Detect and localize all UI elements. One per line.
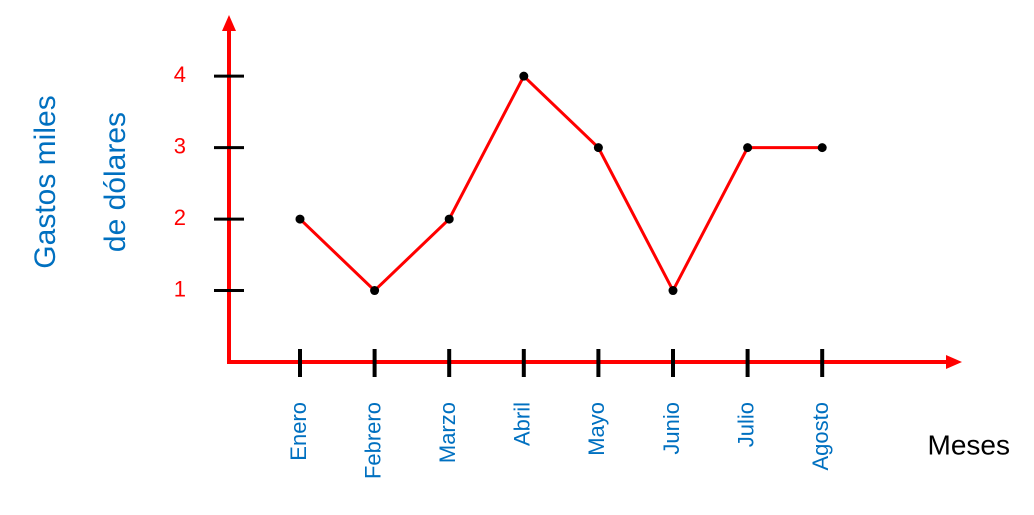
x-tick-label: Abril bbox=[510, 402, 535, 446]
point bbox=[295, 214, 305, 224]
x-axis-label: Meses bbox=[928, 429, 1010, 460]
point bbox=[444, 214, 454, 224]
y-tick-label: 1 bbox=[174, 276, 186, 301]
x-tick-label: Febrero bbox=[360, 402, 385, 479]
y-tick-label: 2 bbox=[174, 205, 186, 230]
x-tick-label: Julio bbox=[733, 402, 758, 447]
x-axis-arrow bbox=[946, 355, 962, 369]
point bbox=[668, 286, 678, 296]
x-tick-label: Marzo bbox=[435, 402, 460, 463]
line bbox=[298, 73, 823, 294]
y-axis-label: de dólares bbox=[99, 112, 132, 252]
x-tick-label: Agosto bbox=[808, 402, 833, 471]
point bbox=[519, 71, 529, 81]
x-tick-label: Mayo bbox=[584, 402, 609, 456]
x-tick-label: Junio bbox=[659, 402, 684, 455]
y-axis-arrow bbox=[222, 15, 236, 31]
x-tick-label: Enero bbox=[286, 402, 311, 461]
point bbox=[743, 143, 753, 153]
y-tick-label: 3 bbox=[174, 133, 186, 158]
point bbox=[370, 286, 380, 296]
point bbox=[593, 143, 603, 153]
y-axis-label: Gastos miles bbox=[29, 95, 62, 268]
y-tick-label: 4 bbox=[174, 62, 186, 87]
point bbox=[817, 143, 827, 153]
